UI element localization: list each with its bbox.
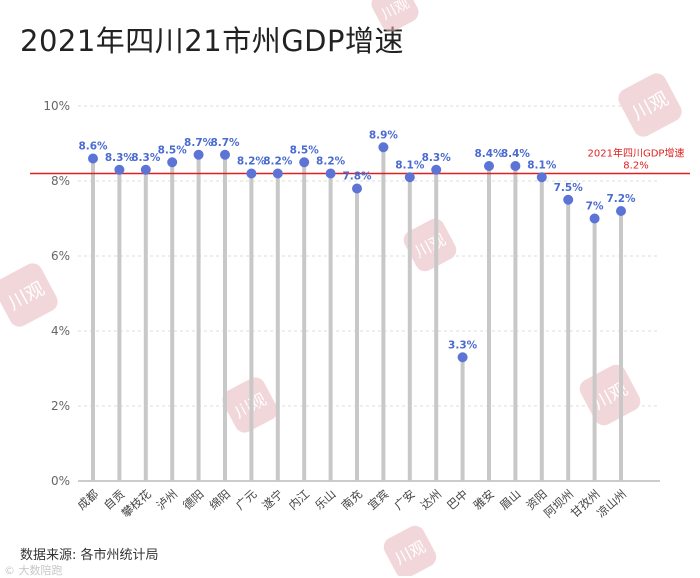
data-point: [193, 149, 204, 160]
category-label: 泸州: [154, 487, 180, 513]
value-label: 7.8%: [342, 171, 372, 183]
category-label: 达州: [418, 487, 444, 513]
value-label: 7.5%: [554, 182, 584, 194]
watermark-tile: [403, 218, 457, 272]
value-label: 8.7%: [184, 137, 214, 149]
value-label: 8.9%: [369, 129, 399, 141]
data-point: [378, 142, 389, 153]
watermark-stamp: 川观: [579, 364, 641, 426]
corner-watermark-text: © 大数陪跑: [4, 564, 63, 577]
category-label: 德阳: [180, 487, 206, 513]
value-label: 8.1%: [395, 159, 425, 171]
data-point: [114, 164, 125, 175]
data-point: [325, 168, 336, 179]
category-label: 宜宾: [365, 487, 391, 513]
data-point: [536, 172, 547, 183]
category-label: 巴中: [444, 487, 470, 513]
category-label: 成都: [75, 486, 102, 512]
watermark-stamp: 川观: [403, 218, 457, 272]
data-source-note: 数据来源: 各市州统计局: [20, 548, 159, 563]
category-label: 绵阳: [207, 487, 233, 513]
stems: [91, 147, 623, 481]
category-label: 乐山: [312, 487, 338, 513]
category-label: 遂宁: [259, 487, 285, 513]
y-tick-label: 6%: [51, 249, 70, 263]
grid-lines: [78, 105, 660, 482]
y-tick-label: 4%: [51, 324, 70, 338]
value-label: 3.3%: [448, 339, 478, 351]
data-point: [352, 183, 362, 194]
y-axis-ticks: 0% 2% 4% 6% 8% 10%: [43, 99, 70, 488]
data-points: [88, 142, 626, 363]
reference-value-label: 8.2%: [623, 161, 648, 172]
value-label: 7.2%: [606, 193, 636, 205]
data-point: [88, 153, 98, 164]
value-labels: 8.6%8.3%8.3%8.5%8.7%8.7%8.2%8.2%8.5%8.2%…: [78, 129, 636, 351]
value-label: 8.4%: [474, 148, 504, 160]
data-point: [140, 164, 151, 175]
value-label: 8.2%: [263, 156, 293, 168]
value-label: 8.5%: [158, 144, 188, 156]
data-point: [563, 194, 574, 205]
watermark-stamp: 川观: [0, 263, 58, 327]
data-point: [431, 164, 442, 175]
data-point: [589, 213, 600, 224]
data-point: [404, 172, 415, 183]
watermark-tile: [618, 73, 682, 137]
y-tick-label: 2%: [51, 399, 70, 413]
watermark-tile: [383, 525, 437, 576]
reference-label: 2021年四川GDP增速: [588, 147, 685, 160]
category-label: 广元: [233, 486, 260, 512]
value-label: 8.1%: [527, 159, 557, 171]
watermark-stamp: 川观: [383, 525, 437, 576]
y-tick-label: 10%: [43, 99, 70, 113]
data-point: [484, 161, 494, 171]
category-label: 南充: [339, 486, 366, 512]
watermark-tile: [371, 0, 419, 32]
y-tick-label: 8%: [51, 174, 70, 188]
data-point: [457, 352, 468, 363]
value-label: 8.5%: [290, 144, 320, 156]
value-label: 8.2%: [237, 156, 267, 168]
value-label: 8.3%: [131, 152, 161, 164]
chart-title: 2021年四川21市州GDP增速: [20, 24, 404, 58]
category-label: 广安: [391, 487, 417, 513]
value-label: 8.3%: [105, 152, 135, 164]
y-tick-label: 0%: [51, 474, 70, 488]
value-label: 8.2%: [316, 156, 346, 168]
data-point: [299, 157, 310, 168]
category-label: 阿坝州: [541, 487, 576, 520]
data-point: [510, 161, 521, 171]
value-label: 8.6%: [78, 141, 108, 153]
category-label: 眉山: [497, 487, 523, 513]
value-label: 7%: [586, 201, 604, 213]
data-point: [167, 157, 178, 168]
category-label: 攀枝花: [119, 486, 154, 520]
data-point: [220, 149, 230, 160]
value-label: 8.3%: [422, 152, 452, 164]
category-label: 凉山州: [594, 487, 629, 520]
value-label: 8.4%: [501, 148, 531, 160]
watermark-layer: 川观川观川观川观川观川观川观: [0, 0, 682, 576]
value-label: 8.7%: [210, 137, 240, 149]
watermark-stamp: 川观: [618, 73, 682, 137]
data-point: [246, 168, 257, 179]
data-point: [272, 168, 283, 179]
category-label: 甘孜州: [568, 487, 603, 520]
watermark-stamp: 川观: [371, 0, 419, 32]
category-label: 雅安: [471, 487, 497, 513]
data-point: [616, 206, 626, 216]
watermark-tile: [0, 263, 58, 327]
category-label: 内江: [286, 486, 313, 512]
